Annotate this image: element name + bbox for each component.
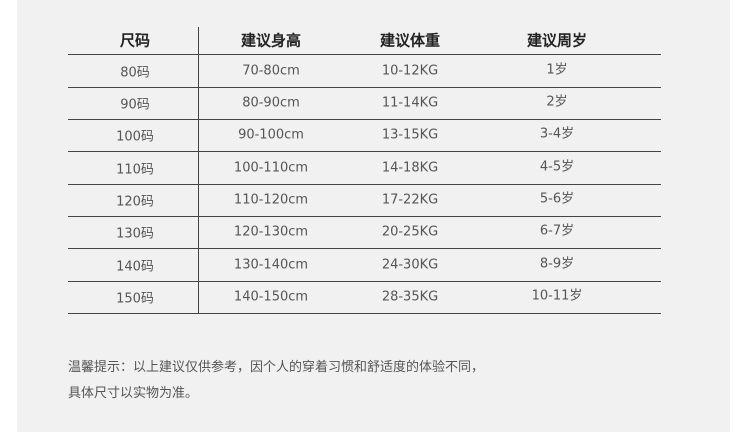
- table-cell: 90-100cm: [238, 127, 304, 143]
- table-cell: 11-14KG: [381, 95, 439, 111]
- row-divider: [68, 54, 661, 55]
- table-cell: 100码: [116, 129, 154, 145]
- table-cell: 150码: [116, 291, 154, 307]
- table-cell: 13-15KG: [381, 127, 439, 143]
- row-divider: [68, 216, 661, 217]
- table-cell: 110码: [116, 162, 154, 177]
- row-divider: [68, 281, 661, 282]
- table-cell: 2岁: [546, 94, 568, 110]
- table-cell: 110-120cm: [233, 192, 309, 208]
- table-cell: 120码: [116, 194, 154, 210]
- table-cell: 80-90cm: [242, 95, 300, 111]
- table-cell: 140-150cm: [233, 289, 309, 305]
- table-cell: 28-35KG: [381, 289, 439, 305]
- note-line-2: 具体尺寸以实物为准。: [68, 386, 199, 401]
- column-header: 尺码: [119, 31, 151, 50]
- table-cell: 8-9岁: [539, 256, 575, 271]
- table-cell: 130-140cm: [233, 257, 309, 272]
- table-cell: 6-7岁: [539, 223, 575, 239]
- column-divider: [198, 27, 199, 313]
- table-cell: 5-6岁: [539, 191, 575, 207]
- row-divider: [68, 119, 661, 120]
- table-cell: 10-12KG: [381, 63, 439, 78]
- table-cell: 100-110cm: [233, 160, 309, 175]
- table-cell: 90码: [120, 97, 150, 113]
- table-cell: 130码: [116, 226, 154, 242]
- table-cell: 14-18KG: [381, 160, 439, 175]
- table-cell: 70-80cm: [242, 63, 300, 78]
- table-cell: 24-30KG: [381, 257, 439, 272]
- row-divider: [68, 313, 661, 314]
- table-cell: 17-22KG: [381, 192, 439, 208]
- column-header: 建议身高: [240, 31, 302, 50]
- note-line-1: 温馨提示：以上建议仅供参考，因个人的穿着习惯和舒适度的体验不同，: [68, 360, 485, 375]
- table-cell: 20-25KG: [381, 224, 439, 240]
- row-divider: [68, 151, 661, 152]
- row-divider: [68, 87, 661, 88]
- table-cell: 1岁: [546, 62, 568, 77]
- table-cell: 4-5岁: [539, 159, 575, 174]
- table-cell: 10-11岁: [531, 288, 583, 304]
- table-cell: 3-4岁: [539, 126, 575, 142]
- column-header: 建议周岁: [526, 31, 588, 50]
- table-cell: 120-130cm: [233, 224, 309, 240]
- table-cell: 80码: [120, 65, 150, 80]
- column-header: 建议体重: [379, 31, 441, 50]
- row-divider: [68, 248, 661, 249]
- row-divider: [68, 184, 661, 185]
- table-cell: 140码: [116, 259, 154, 274]
